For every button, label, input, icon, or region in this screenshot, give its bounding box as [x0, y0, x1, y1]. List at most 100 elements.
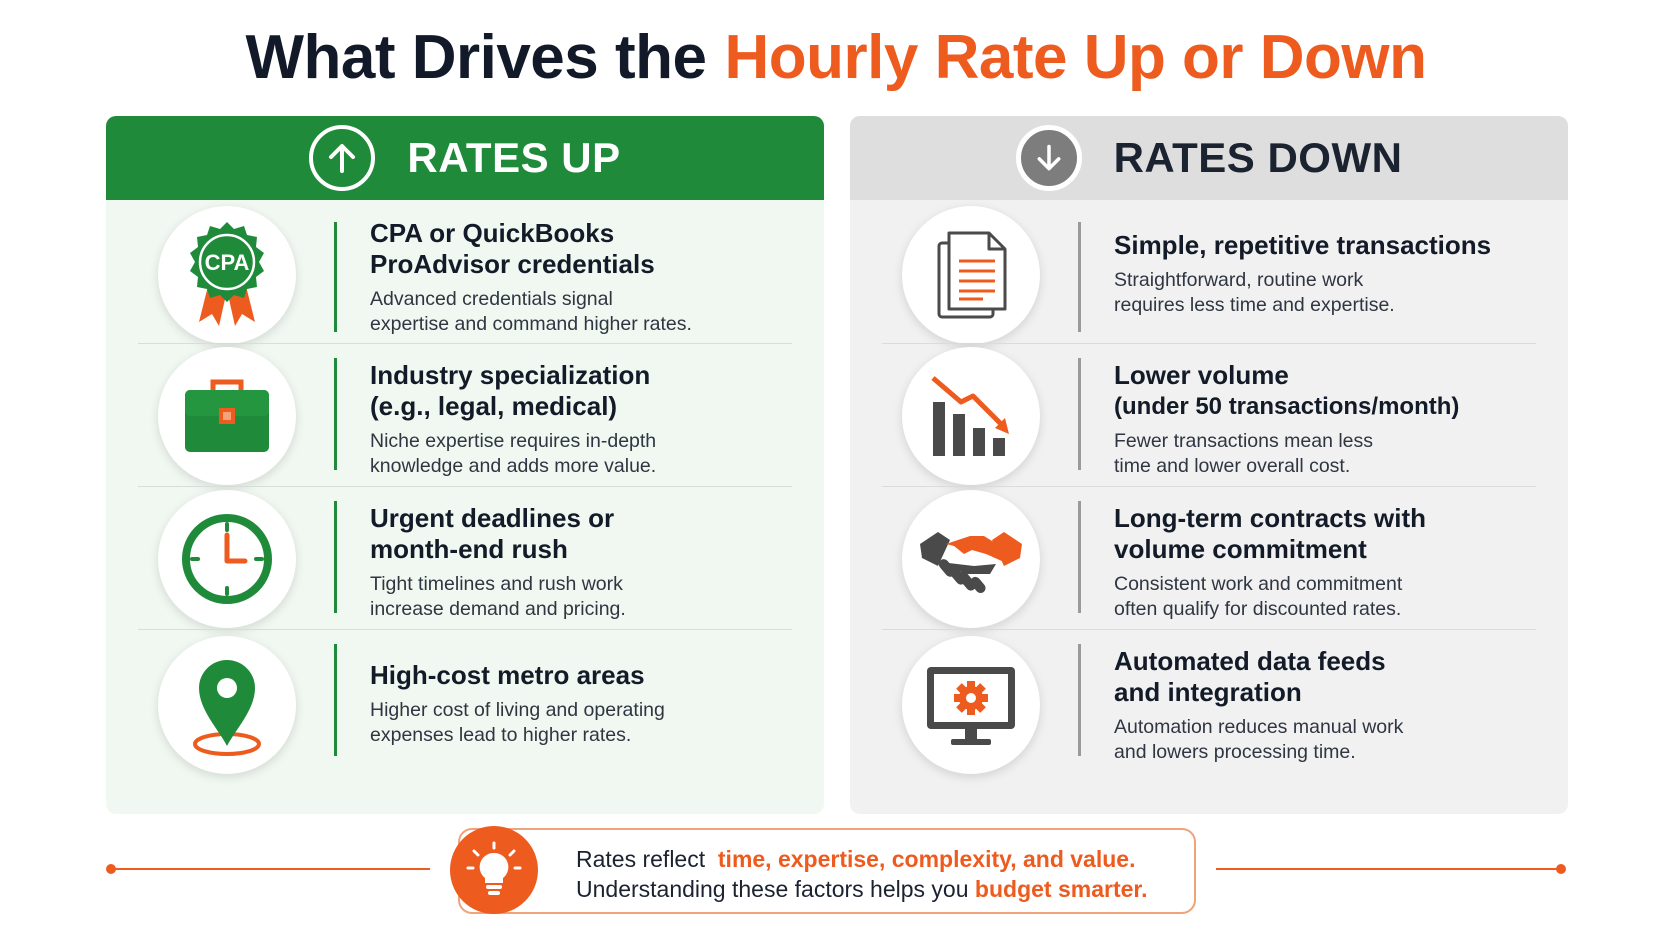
- rates-down-item: Long-term contracts with volume commitme…: [850, 487, 1568, 630]
- briefcase-icon: [158, 347, 296, 485]
- item-desc-line: knowledge and adds more value.: [370, 455, 657, 477]
- arrow-down-circle-icon: [1015, 125, 1082, 191]
- item-title-line: Lower volume: [1114, 360, 1289, 390]
- item-desc-line: time and lower overall cost.: [1114, 455, 1351, 477]
- accent-bar: [1078, 501, 1081, 613]
- handshake-icon: [902, 490, 1040, 628]
- rates-up-panel: RATES UP CPA CPA or QuickBooks ProAdviso…: [106, 116, 824, 814]
- item-title: Lower volume (under 50 transactions/mont…: [1114, 360, 1554, 422]
- item-text: Simple, repetitive transactions Straight…: [1114, 230, 1554, 318]
- arrow-up-circle-icon: [309, 125, 376, 191]
- item-title: High-cost metro areas: [370, 660, 810, 691]
- item-desc-line: Higher cost of living and operating: [370, 699, 665, 721]
- item-title: Automated data feeds and integration: [1114, 646, 1554, 708]
- rates-up-label: RATES UP: [407, 134, 621, 181]
- page-title: What Drives the Hourly Rate Up or Down: [0, 22, 1672, 93]
- clock-icon: [158, 490, 296, 628]
- item-desc-line: and lowers processing time.: [1114, 741, 1356, 763]
- item-text: CPA or QuickBooks ProAdvisor credentials…: [370, 218, 810, 337]
- cpa-badge-icon: CPA: [158, 206, 296, 344]
- item-title-line: Simple, repetitive transactions: [1114, 230, 1492, 260]
- footer-line-2: Understanding these factors helps you bu…: [576, 874, 1147, 904]
- item-desc-line: Straightforward, routine work: [1114, 269, 1364, 291]
- rates-down-label: RATES DOWN: [1113, 134, 1403, 181]
- declining-bar-chart-icon: [902, 347, 1040, 485]
- item-desc-line: expenses lead to higher rates.: [370, 724, 632, 746]
- accent-bar: [1078, 644, 1081, 756]
- item-title: Urgent deadlines or month-end rush: [370, 503, 810, 565]
- item-description: Fewer transactions mean less time and lo…: [1114, 429, 1554, 479]
- accent-bar: [1078, 222, 1081, 332]
- item-description: Niche expertise requires in-depth knowle…: [370, 429, 810, 479]
- title-part-1: What Drives the: [245, 23, 707, 92]
- item-text: Long-term contracts with volume commitme…: [1114, 503, 1554, 622]
- rates-down-panel: RATES DOWN Simple, repetitive transactio…: [850, 116, 1568, 814]
- rates-down-item: Simple, repetitive transactions Straight…: [850, 200, 1568, 344]
- item-desc-line: Tight timelines and rush work: [370, 573, 623, 595]
- item-title-line: (e.g., legal, medical): [370, 391, 618, 421]
- item-title-line: and integration: [1114, 677, 1302, 707]
- row-divider: [138, 486, 792, 487]
- row-divider: [882, 343, 1536, 344]
- lightbulb-icon: [450, 826, 538, 914]
- rates-down-item: Automated data feeds and integration Aut…: [850, 630, 1568, 814]
- item-title: CPA or QuickBooks ProAdvisor credentials: [370, 218, 810, 280]
- item-desc-line: expertise and command higher rates.: [370, 313, 692, 335]
- item-text: Lower volume (under 50 transactions/mont…: [1114, 360, 1554, 479]
- footer-line-1: Rates reflect time, expertise, complexit…: [576, 844, 1147, 874]
- item-description: Straightforward, routine work requires l…: [1114, 268, 1554, 318]
- row-divider: [138, 343, 792, 344]
- footer-line-1-highlight: time, expertise, complexity, and value.: [717, 846, 1136, 872]
- item-title-line: volume commitment: [1114, 534, 1367, 564]
- item-description: Advanced credentials signal expertise an…: [370, 287, 810, 337]
- item-title-line: (under 50 transactions/month): [1114, 393, 1460, 420]
- rates-down-item: Lower volume (under 50 transactions/mont…: [850, 344, 1568, 487]
- footer-line-right: [1216, 868, 1560, 870]
- monitor-gear-icon: [902, 636, 1040, 774]
- item-desc-line: Fewer transactions mean less: [1114, 430, 1374, 452]
- item-desc-line: often qualify for discounted rates.: [1114, 598, 1402, 620]
- item-title-line: Industry specialization: [370, 360, 651, 390]
- item-text: Urgent deadlines or month-end rush Tight…: [370, 503, 810, 622]
- rates-down-header: RATES DOWN: [850, 116, 1568, 200]
- item-description: Higher cost of living and operating expe…: [370, 698, 810, 748]
- footer-line-2-prefix: Understanding these factors helps you: [576, 876, 969, 902]
- footer-callout: [458, 828, 1196, 914]
- accent-bar: [334, 501, 337, 613]
- item-desc-line: Consistent work and commitment: [1114, 573, 1403, 595]
- location-pin-icon: [158, 636, 296, 774]
- cpa-badge-text: CPA: [205, 250, 250, 275]
- item-text: High-cost metro areas Higher cost of liv…: [370, 660, 810, 748]
- accent-bar: [1078, 358, 1081, 470]
- rates-up-item: Urgent deadlines or month-end rush Tight…: [106, 487, 824, 630]
- item-desc-line: Niche expertise requires in-depth: [370, 430, 657, 452]
- item-title-line: CPA or QuickBooks: [370, 218, 615, 248]
- item-title-line: month-end rush: [370, 534, 568, 564]
- footer-dot-right: [1556, 864, 1566, 874]
- item-description: Consistent work and commitment often qua…: [1114, 572, 1554, 622]
- rates-up-header: RATES UP: [106, 116, 824, 200]
- footer-line-left: [110, 868, 430, 870]
- item-desc-line: Advanced credentials signal: [370, 288, 613, 310]
- footer-line-2-highlight: budget smarter.: [974, 876, 1148, 902]
- item-desc-line: increase demand and pricing.: [370, 598, 626, 620]
- rates-up-item: High-cost metro areas Higher cost of liv…: [106, 630, 824, 814]
- item-desc-line: requires less time and expertise.: [1114, 294, 1395, 316]
- document-icon: [902, 206, 1040, 344]
- item-text: Automated data feeds and integration Aut…: [1114, 646, 1554, 765]
- row-divider: [882, 486, 1536, 487]
- rates-up-item: CPA CPA or QuickBooks ProAdvisor credent…: [106, 200, 824, 344]
- item-title-line: Automated data feeds: [1114, 646, 1386, 676]
- item-title-line: High-cost metro areas: [370, 660, 645, 690]
- footer-line-1-prefix: Rates reflect: [576, 846, 706, 872]
- rates-up-item: Industry specialization (e.g., legal, me…: [106, 344, 824, 487]
- row-divider: [882, 629, 1536, 630]
- row-divider: [138, 629, 792, 630]
- item-title-line: ProAdvisor credentials: [370, 249, 655, 279]
- item-title: Simple, repetitive transactions: [1114, 230, 1554, 261]
- item-description: Automation reduces manual work and lower…: [1114, 715, 1554, 765]
- footer-text: Rates reflect time, expertise, complexit…: [576, 844, 1147, 904]
- accent-bar: [334, 222, 337, 332]
- item-title-line: Urgent deadlines or: [370, 503, 615, 533]
- item-description: Tight timelines and rush work increase d…: [370, 572, 810, 622]
